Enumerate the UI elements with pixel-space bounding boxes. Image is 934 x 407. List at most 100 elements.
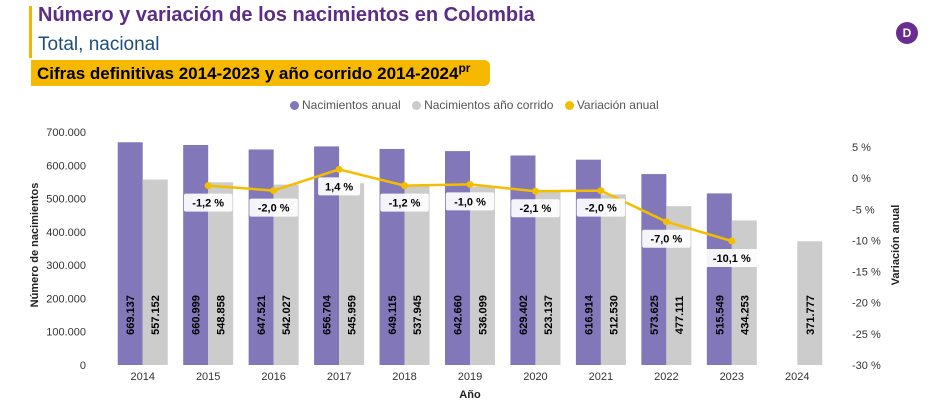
variacion-label-box [642,229,691,248]
variacion-label-box [511,199,560,218]
legend-label-anual: Nacimientos anual [302,98,401,112]
bar-label-corrido: 542.027 [281,295,293,335]
x-tick-label: 2016 [261,371,285,383]
line-layer [204,165,736,245]
bar-nacimientos-corrido [600,194,626,365]
variacion-label-box [249,198,298,217]
variacion-point [728,237,736,245]
bar-label-corrido: 477.111 [674,296,686,335]
banner: Cifras definitivas 2014-2023 y año corri… [31,60,491,86]
legend-swatch-variacion [564,101,574,110]
legend-label-corrido: Nacimientos año corrido [424,98,554,112]
variacion-point [270,187,278,195]
bar-label-corrido: 545.959 [347,295,359,335]
legend-item-variacion[interactable]: Variación anual [564,98,659,112]
bar-nacimientos-corrido [208,182,234,365]
bar-label-anual: 669.137 [125,295,137,335]
bar-label-corrido: 371.777 [805,295,817,335]
chart-legend: Nacimientos anual Nacimientos año corrid… [290,98,667,112]
x-tick-label: 2024 [785,371,809,383]
variacion-label-box [318,177,361,196]
bar-label-anual: 656.704 [322,294,334,335]
y2-axis-title: Variación anual [890,205,902,286]
variacion-label: -2,0 % [585,203,617,215]
axes-layer: 0 100.000 200.000 300.000 400.000 500.000 600.… [29,127,902,401]
y-tick-label: 200.000 [46,293,86,305]
bar-label-anual: 642.660 [453,295,465,335]
y-tick-label: 600.000 [46,160,86,172]
x-tick-label: 2020 [523,371,547,383]
bar-nacimientos-anual [445,151,470,365]
x-tick-label: 2021 [589,371,613,383]
banner-superscript: pr [458,61,471,75]
x-tick-label: 2022 [654,371,678,383]
y2-tick-label: -20 % [852,298,881,310]
brand-logo[interactable]: D [896,22,918,44]
bar-label-anual: 515.549 [714,295,726,335]
legend-item-corrido[interactable]: Nacimientos año corrido [412,98,553,112]
variacion-label: -1,2 % [192,198,224,210]
bar-label-corrido: 523.137 [543,295,555,335]
labels-layer: 669.137 557.152 660.999 548.858 647.521 542.0… [125,177,817,335]
bar-nacimientos-anual [641,174,667,365]
bar-label-anual: 629.402 [518,295,530,335]
variacion-point [597,187,605,195]
variacion-label: -2,0 % [258,203,290,215]
variacion-label: -2,1 % [520,203,552,215]
x-tick-label: 2017 [327,371,351,383]
variacion-label: -10,1 % [713,253,751,265]
bar-label-anual: 573.625 [649,295,661,335]
y2-tick-label: -5 % [852,204,875,216]
x-tick-label: 2018 [392,371,416,383]
variacion-label: 1,4 % [325,181,353,193]
y2-tick-label: -25 % [852,329,881,341]
bar-label-corrido: 537.945 [412,295,424,335]
bar-nacimientos-corrido [731,220,757,365]
x-tick-label: 2015 [196,371,220,383]
legend-swatch-corrido [412,101,422,110]
x-tick-label: 2023 [720,371,744,383]
y-tick-label: 500.000 [46,194,86,206]
variacion-point [335,165,343,173]
bar-label-anual: 616.914 [583,294,595,335]
title-accent-bar [29,6,32,58]
bar-nacimientos-anual [183,144,209,365]
bar-label-anual: 660.999 [191,295,203,335]
x-axis-title: Año [459,389,481,401]
bars-layer [117,142,823,365]
y2-tick-label: -10 % [852,235,881,247]
legend-swatch-anual [290,101,299,110]
variacion-label-box [183,193,233,212]
y2-tick-label: -15 % [852,267,881,279]
legend-label-variacion: Variación anual [576,98,659,112]
bar-label-corrido: 536.099 [478,295,490,335]
chart-subtitle: Total, nacional [38,34,160,55]
bar-label-anual: 649.115 [387,295,399,334]
bar-nacimientos-anual [248,149,274,365]
banner-text: Cifras definitivas 2014-2023 y año corri… [37,64,459,83]
y2-tick-label: -30 % [852,360,881,372]
legend-item-anual[interactable]: Nacimientos anual [290,98,401,112]
variacion-point [204,182,212,190]
variacion-label: -1,2 % [389,198,421,210]
chart-title: Número y variación de los nacimientos en… [38,4,535,26]
variacion-label-box [380,193,429,212]
variacion-label: -1,0 % [454,196,486,208]
bar-label-corrido: 557.152 [150,295,162,335]
variacion-point [662,218,670,226]
bar-nacimientos-anual [575,159,601,365]
variacion-label: -7,0 % [650,234,682,246]
y-tick-label: 300.000 [46,260,86,272]
bar-label-corrido: 548.858 [216,295,228,335]
bar-nacimientos-corrido [470,186,495,365]
bar-nacimientos-anual [117,142,143,365]
variacion-label-box [576,198,626,217]
bar-nacimientos-corrido [339,183,365,365]
x-tick-label: 2014 [130,371,154,383]
y2-tick-label: 0 % [852,173,871,185]
bar-nacimientos-anual [706,193,732,365]
bar-label-corrido: 512.530 [608,295,620,335]
y-axis-title: Número de nacimientos [29,183,41,308]
y2-tick-label: 5 % [852,142,871,154]
variacion-label-box [445,192,495,211]
